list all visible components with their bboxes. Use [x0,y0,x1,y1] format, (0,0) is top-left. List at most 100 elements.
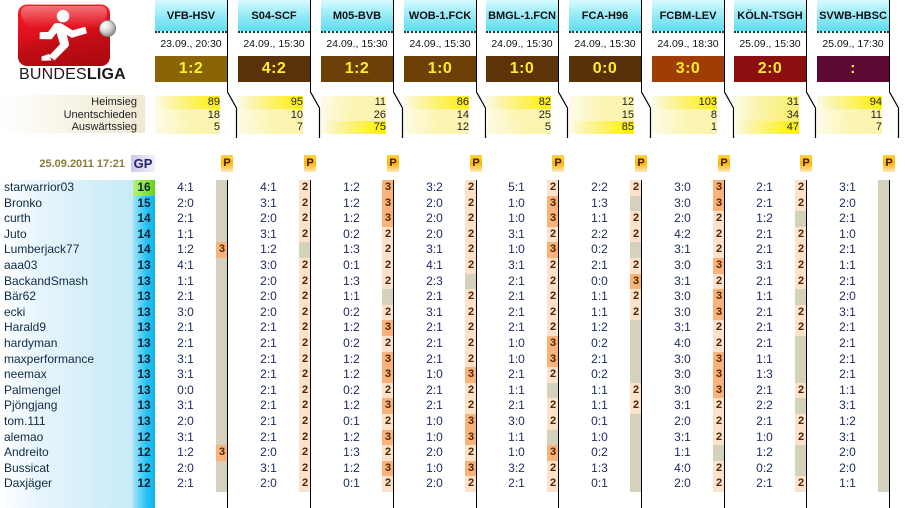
player-gp-points: 13 [137,335,151,350]
prediction-score: 1:0 [426,414,443,428]
prediction-points: 3 [382,460,394,477]
prediction-points: 2 [630,211,642,227]
prediction-score: 2:2 [591,226,608,241]
prediction-points [878,273,890,290]
player-name[interactable]: Bär62 [4,289,37,304]
prediction-score: 2:1 [426,320,443,335]
prediction-points [216,289,228,305]
prediction-points: 2 [382,304,394,321]
player-name[interactable]: alemao [4,429,44,444]
player-name[interactable]: BackandSmash [4,273,89,288]
prediction-score: 4:0 [674,336,691,350]
points-column-header[interactable]: P [552,155,564,172]
prediction-score: 3:0 [674,195,691,210]
prediction-points [630,476,642,492]
prediction-points [216,211,228,227]
prediction-score: 2:1 [839,320,856,335]
match-teams-label[interactable]: WOB-1.FCK [404,0,476,33]
prediction-points: 2 [382,445,394,461]
prediction-points: 2 [465,258,477,274]
player-name[interactable]: Daxjäger [4,476,53,491]
prediction-score: 1:2 [839,414,856,428]
prediction-score: 2:1 [508,273,525,288]
prediction-points: 3 [547,195,559,212]
match-teams-label[interactable]: S04-SCF [238,0,310,33]
player-name[interactable]: neemax [4,367,47,382]
points-column-header[interactable]: P [635,155,647,172]
match-teams-label[interactable]: KÖLN-TSGH [734,0,806,33]
player-name[interactable]: Bronko [4,195,43,210]
match-prediction-column: 5:1 2 1:0 3 1:0 3 3:1 2 1:0 3 3:1 2 2:1 2 2:1 2 2:1 2 2:1 2… [486,180,565,508]
points-column-header[interactable]: P [304,155,316,172]
prediction-points: 3 [713,289,725,305]
prediction-score: 0:2 [756,460,773,475]
column-divider-icon [889,92,900,138]
player-name[interactable]: Palmengel [4,382,61,397]
player-name[interactable]: hardyman [4,335,58,350]
player-gp-points: 12 [137,445,151,460]
prediction-score: 3:1 [177,398,194,413]
player-name[interactable]: Bussicat [4,460,50,475]
match-teams-label[interactable]: M05-BVB [321,0,393,33]
prediction-points: 2 [299,414,311,430]
player-name[interactable]: Lumberjack77 [4,242,80,257]
match-teams-label[interactable]: VFB-HSV [155,0,227,33]
gp-column-header[interactable]: GP [131,155,155,172]
player-name[interactable]: aaa03 [4,257,38,272]
points-column-header[interactable]: P [470,155,482,172]
prediction-score: 1:2 [343,460,360,475]
match-teams-label[interactable]: FCBM-LEV [652,0,724,33]
player-name[interactable]: Pjöngjang [4,398,58,413]
prediction-score: 2:1 [508,367,525,382]
prediction-score: 2:0 [260,273,277,288]
prediction-score: 2:1 [591,351,608,366]
prediction-points [878,460,890,477]
prediction-points: 2 [547,226,559,243]
points-column-header[interactable]: P [883,155,895,172]
player-name[interactable]: tom.111 [4,413,46,428]
column-separator [310,180,311,508]
prediction-points [216,180,228,196]
match-teams-label[interactable]: SVWB-HBSC [817,0,889,33]
prediction-score: 1:2 [343,367,360,382]
player-name[interactable]: Juto [4,226,27,241]
match-teams-label[interactable]: BMGL-1.FCN [486,0,558,33]
player-name[interactable]: Andreito [4,445,49,460]
prediction-points [630,367,642,383]
brand-name-light: BUNDES [19,66,87,83]
prediction-score: 1:2 [343,195,360,210]
prediction-points: 2 [465,336,477,352]
prediction-points [878,382,890,399]
prediction-points [630,414,642,430]
player-name[interactable]: starwarrior03 [4,180,75,194]
prediction-points: 2 [547,304,559,321]
player-name[interactable]: curth [4,211,31,226]
legend-home-win: Heimsieg [91,96,137,108]
match-teams-label[interactable]: FCA-H96 [569,0,641,33]
points-column-header[interactable]: P [718,155,730,172]
prediction-points: 2 [465,320,477,336]
pct-away-win: 1 [652,121,717,134]
prediction-score: 2:0 [260,304,277,319]
prediction-points: 2 [547,414,559,430]
pct-away-win: 85 [569,121,634,134]
player-gp-points: 13 [137,304,151,319]
points-column-header[interactable]: P [387,155,399,172]
player-name[interactable]: maxperformance [4,351,95,366]
points-column-header[interactable]: P [800,155,812,172]
prediction-score: 2:0 [177,195,194,210]
prediction-score: 0:2 [343,304,360,319]
prediction-score: 1:3 [756,367,773,382]
prediction-score: 1:0 [508,445,525,460]
player-name[interactable]: Harald9 [4,320,47,335]
prediction-score: 0:2 [591,445,608,460]
column-divider-icon [558,92,569,138]
prediction-points: 2 [299,258,311,274]
prediction-score: 0:2 [343,336,360,350]
points-column-header[interactable]: P [221,155,233,172]
pct-away-win: 75 [321,121,386,134]
player-name-column: starwarrior03 Bronko curth Juto Lumberjack77… [0,180,133,508]
player-name[interactable]: ecki [4,304,26,319]
pct-draw: 10 [238,108,303,122]
prediction-score: 1:2 [756,211,773,226]
